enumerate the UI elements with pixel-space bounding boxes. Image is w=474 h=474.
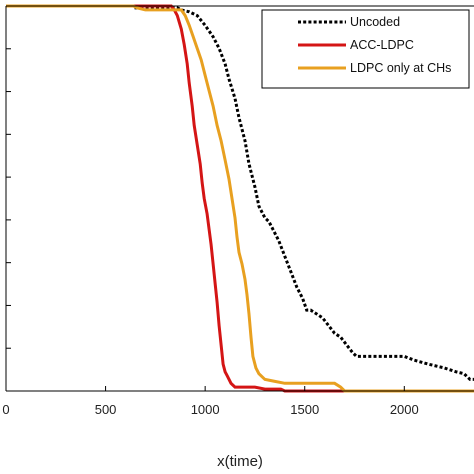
series-layer bbox=[6, 4, 474, 393]
legend-label-ldpc-only-at-chs: LDPC only at CHs bbox=[350, 61, 451, 75]
x-tick-label: 500 bbox=[95, 402, 117, 417]
series-line-ldpc-only-at-chs bbox=[6, 4, 474, 393]
x-tick-label: 2000 bbox=[390, 402, 419, 417]
legend-box bbox=[261, 9, 470, 89]
x-axis-title: x(time) bbox=[217, 453, 263, 470]
ticks-layer: 0 500 1000 1500 2000 bbox=[2, 5, 419, 417]
legend-label-acc-ldpc: ACC-LDPC bbox=[350, 38, 414, 52]
legend: Uncoded ACC-LDPC LDPC only at CHs bbox=[261, 9, 470, 89]
series-line-acc-ldpc bbox=[6, 4, 474, 393]
x-tick-label: 0 bbox=[2, 402, 9, 417]
x-tick-label: 1000 bbox=[191, 402, 220, 417]
legend-label-uncoded: Uncoded bbox=[350, 15, 400, 29]
series-line-uncoded bbox=[6, 4, 474, 381]
axes-layer bbox=[5, 5, 474, 392]
x-tick-label: 1500 bbox=[290, 402, 319, 417]
